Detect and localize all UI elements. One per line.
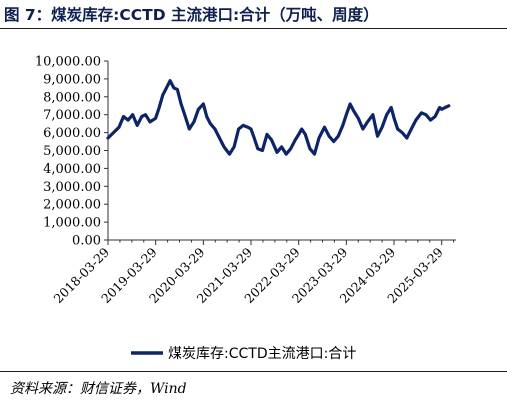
figure-title: 图 7：煤炭库存:CCTD 主流港口:合计（万吨、周度） — [4, 6, 379, 24]
source-note: 资料来源：财信证券，Wind — [10, 381, 187, 397]
y-tick-label: 9,000.00 — [43, 72, 101, 87]
y-tick-label: 8,000.00 — [43, 90, 101, 105]
y-tick-label: 7,000.00 — [43, 108, 101, 123]
y-tick-label: 1,000.00 — [43, 216, 101, 231]
y-tick-label: 2,000.00 — [43, 198, 101, 213]
plot-area — [106, 79, 451, 156]
y-tick-label: 4,000.00 — [43, 162, 101, 177]
y-axis-ticks: 0.00 1,000.00 2,000.00 3,000.00 4,000.00 5,00… — [35, 55, 108, 249]
legend-label: 煤炭库存:CCTD主流港口:合计 — [168, 346, 356, 362]
x-axis-ticks: 2018-03-292019-03-292020-03-292021-03-29… — [51, 240, 455, 306]
y-tick-label: 5,000.00 — [43, 144, 101, 159]
series-line — [106, 79, 451, 156]
line-chart: 0.00 1,000.00 2,000.00 3,000.00 4,000.00 5,00… — [35, 55, 456, 362]
y-tick-label: 10,000.00 — [35, 55, 101, 70]
y-tick-label: 6,000.00 — [43, 126, 101, 141]
top-rule — [0, 28, 507, 29]
bottom-rule — [0, 371, 507, 372]
chart-legend: 煤炭库存:CCTD主流港口:合计 — [131, 346, 356, 362]
y-tick-label: 0.00 — [72, 234, 101, 249]
chart-axes — [107, 61, 456, 241]
y-tick-label: 3,000.00 — [43, 180, 101, 195]
